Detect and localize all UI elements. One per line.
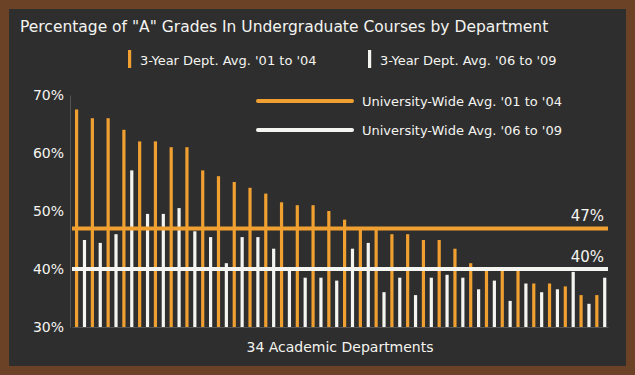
bar (524, 284, 527, 328)
reference-label: 47% (571, 207, 604, 225)
bar (193, 231, 196, 327)
bar (414, 295, 417, 327)
bar (359, 228, 362, 327)
bar (217, 176, 220, 327)
frame (0, 0, 635, 375)
board (9, 9, 626, 366)
bar (398, 278, 401, 327)
legend-label: 3-Year Dept. Avg. '06 to '09 (380, 53, 557, 68)
tick-label: 60% (33, 145, 64, 161)
bar (587, 304, 590, 327)
bar (311, 205, 314, 327)
bar (477, 289, 480, 327)
bar (233, 182, 236, 327)
bar (185, 147, 188, 327)
legend: 3-Year Dept. Avg. '01 to '04 3-Year Dept.… (128, 50, 562, 138)
tick-label: 30% (33, 319, 64, 335)
legend-label: University-Wide Avg. '06 to '09 (362, 123, 562, 138)
axis-line (73, 327, 609, 328)
legend-swatch (258, 128, 352, 132)
bar (595, 295, 598, 327)
bar (579, 295, 582, 327)
bar (532, 284, 535, 328)
bar (241, 237, 244, 327)
bar (256, 237, 259, 327)
legend-swatch (368, 50, 371, 68)
bar (99, 243, 102, 327)
bar (390, 234, 393, 327)
bar (201, 170, 204, 327)
bar (114, 234, 117, 327)
bar (485, 269, 488, 327)
tick-label: 70% (33, 87, 64, 103)
bar (461, 278, 464, 327)
bar (501, 269, 504, 327)
tick: 60% (33, 145, 70, 161)
bar (603, 278, 606, 327)
bar (107, 118, 110, 327)
bar (572, 272, 575, 327)
bar (170, 147, 173, 327)
bar (280, 202, 283, 327)
legend-swatch (128, 50, 131, 68)
bar (351, 249, 354, 327)
bar (493, 281, 496, 327)
bar (406, 234, 409, 327)
legend-swatch (258, 99, 352, 103)
tick-label: 50% (33, 203, 64, 219)
legend-label: University-Wide Avg. '01 to '04 (362, 94, 562, 109)
x-axis-title: 34 Academic Departments (246, 339, 433, 355)
bar (264, 194, 267, 327)
bar (548, 284, 551, 328)
bar (288, 269, 291, 327)
bar (319, 278, 322, 327)
chart: Percentage of "A" Grades In Undergraduat… (0, 0, 635, 375)
tick: 30% (33, 319, 70, 335)
title: Percentage of "A" Grades In Undergraduat… (20, 18, 548, 36)
bar (367, 243, 370, 327)
bar (335, 281, 338, 327)
bar (248, 188, 251, 327)
bar (154, 141, 157, 327)
tick: 70% (33, 87, 70, 103)
y-axis: 30% 40% 50% 60% 70% (33, 87, 71, 335)
bar (540, 292, 543, 327)
bar (438, 240, 441, 327)
bar (516, 269, 519, 327)
bar (296, 205, 299, 327)
bar (304, 278, 307, 327)
bar (225, 263, 228, 327)
reference-line (72, 226, 608, 230)
bar (130, 170, 133, 327)
legend-label: 3-Year Dept. Avg. '01 to '04 (140, 53, 317, 68)
bar (453, 249, 456, 327)
bar-series (75, 110, 598, 328)
bar (375, 228, 378, 327)
bar (83, 240, 86, 327)
bar-series (83, 170, 606, 327)
bar (343, 220, 346, 327)
bar (445, 275, 448, 327)
bar (91, 118, 94, 327)
tick: 50% (33, 203, 70, 219)
bar (209, 237, 212, 327)
axis-line (70, 96, 71, 328)
bar (556, 289, 559, 327)
reference-label: 40% (571, 248, 604, 266)
bar (138, 141, 141, 327)
reference-line (72, 267, 608, 271)
bar (509, 301, 512, 327)
bar (272, 249, 275, 327)
bar (382, 292, 385, 327)
plot-area (72, 110, 608, 328)
tick-label: 40% (33, 261, 64, 277)
bar (422, 240, 425, 327)
bar (564, 286, 567, 327)
bar (430, 278, 433, 327)
bar (469, 263, 472, 327)
tick: 40% (33, 261, 70, 277)
x-axis (73, 327, 609, 329)
bar (75, 110, 78, 328)
